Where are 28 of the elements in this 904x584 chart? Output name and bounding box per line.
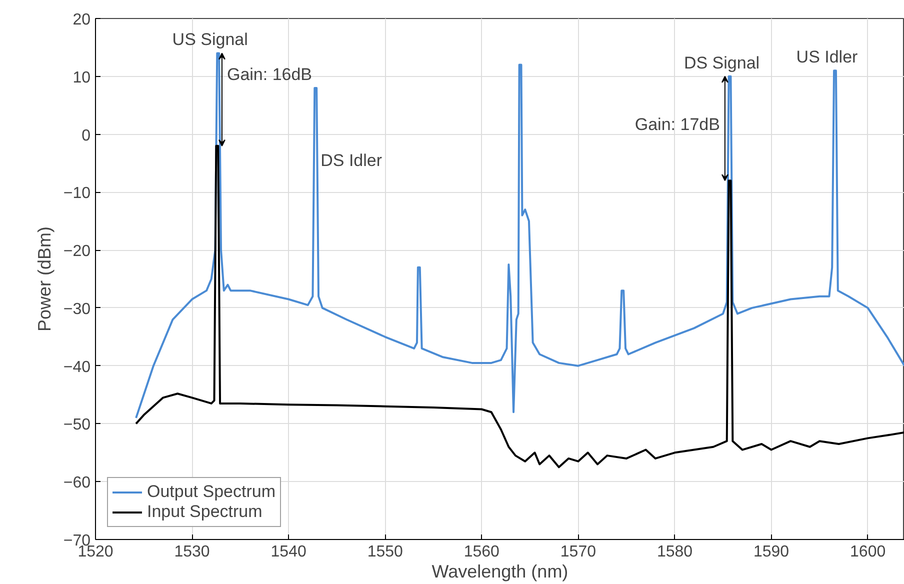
y-tick-label: −30 <box>63 300 91 318</box>
x-tick-label: 1550 <box>367 544 404 560</box>
x-tick-label: 1540 <box>270 544 306 560</box>
y-tick-label: −60 <box>63 474 91 492</box>
annotation: Gain: 17dB <box>634 114 720 134</box>
y-tick-label: −10 <box>63 185 91 202</box>
annotation: Gain: 16dB <box>226 65 312 84</box>
y-tick-label: 0 <box>82 127 91 144</box>
x-axis-title: Wavelength (nm) <box>432 562 568 582</box>
line-series <box>135 52 904 419</box>
annotation: DS Signal <box>684 53 760 72</box>
x-tick-label: 1580 <box>656 544 693 560</box>
y-tick-label: 20 <box>72 12 91 28</box>
annotation: US Signal <box>172 30 248 50</box>
annotation: US Idler <box>796 48 858 67</box>
y-tick-label: 10 <box>72 69 91 86</box>
y-axis-title: Power (dBm) <box>34 226 54 332</box>
legend-label: Input Spectrum <box>147 502 262 522</box>
annotation: DS Idler <box>320 150 382 170</box>
legend-label: Output Spectrum <box>147 482 276 502</box>
y-tick-label: −50 <box>63 416 91 434</box>
y-tick-label: −40 <box>63 358 91 376</box>
x-tick-label: 1570 <box>560 544 596 560</box>
x-tick-label: 1600 <box>850 544 886 560</box>
y-tick-label: −20 <box>63 243 91 260</box>
x-tick-label: 1560 <box>464 544 500 560</box>
x-tick-label: 1530 <box>174 544 210 560</box>
x-tick-label: 1590 <box>753 544 790 560</box>
